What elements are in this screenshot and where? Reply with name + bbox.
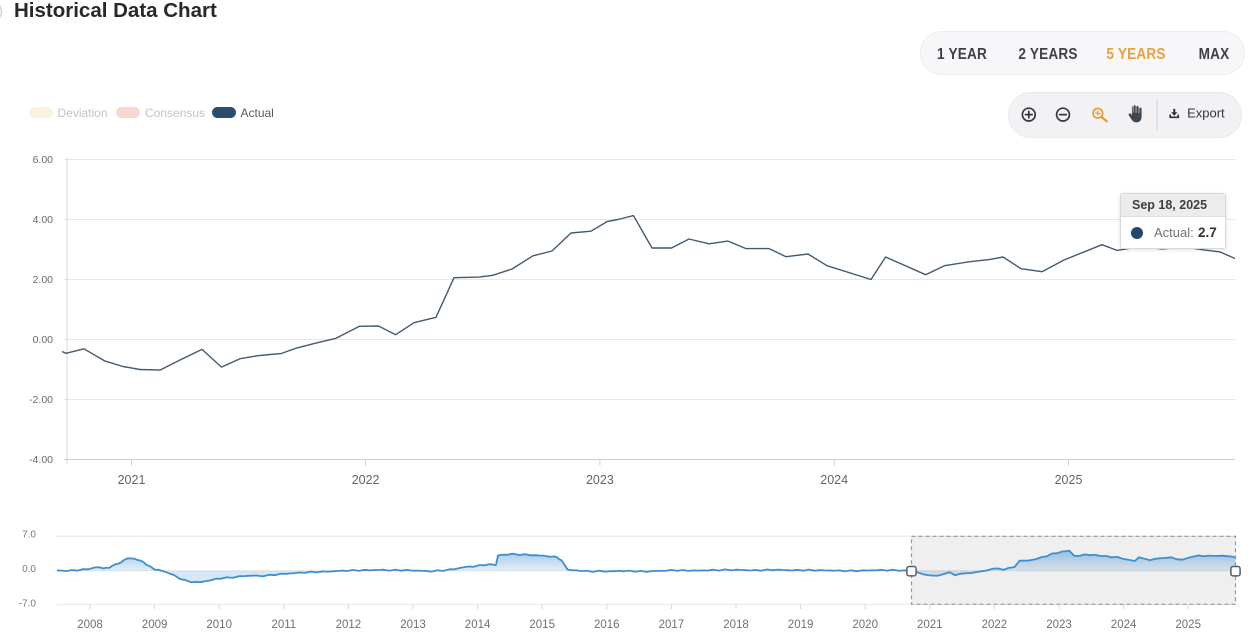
svg-text:2023: 2023: [1046, 619, 1072, 631]
svg-text:2015: 2015: [529, 619, 555, 631]
svg-text:2019: 2019: [788, 619, 814, 631]
svg-text:2008: 2008: [77, 619, 103, 631]
svg-text:2009: 2009: [142, 619, 168, 631]
svg-text:-7.0: -7.0: [19, 599, 37, 610]
svg-text:2011: 2011: [271, 619, 296, 631]
svg-text:2022: 2022: [352, 473, 380, 487]
svg-text:2021: 2021: [118, 473, 146, 487]
svg-text:2024: 2024: [820, 473, 848, 487]
svg-text:Export: Export: [1187, 106, 1225, 121]
svg-text:2010: 2010: [206, 619, 232, 631]
svg-text:2.00: 2.00: [33, 274, 54, 286]
svg-text:2013: 2013: [400, 619, 426, 631]
svg-text:2017: 2017: [659, 619, 685, 631]
svg-text:2024: 2024: [1111, 619, 1137, 631]
svg-text:2014: 2014: [465, 619, 491, 631]
svg-text:7.0: 7.0: [22, 529, 36, 540]
svg-text:4.00: 4.00: [33, 214, 54, 226]
svg-text:2022: 2022: [982, 619, 1008, 631]
svg-text:0.0: 0.0: [22, 564, 36, 575]
svg-text:2021: 2021: [917, 619, 943, 631]
svg-text:0.00: 0.00: [33, 334, 54, 346]
svg-text:2025: 2025: [1055, 473, 1083, 487]
svg-text:6.00: 6.00: [33, 154, 54, 166]
svg-text:2018: 2018: [723, 619, 749, 631]
svg-text:-4.00: -4.00: [29, 454, 53, 466]
svg-text:2012: 2012: [336, 619, 362, 631]
svg-text:-2.00: -2.00: [29, 394, 53, 406]
svg-text:2016: 2016: [594, 619, 620, 631]
svg-text:2025: 2025: [1175, 619, 1201, 631]
svg-text:2023: 2023: [586, 473, 614, 487]
svg-text:2020: 2020: [852, 619, 878, 631]
